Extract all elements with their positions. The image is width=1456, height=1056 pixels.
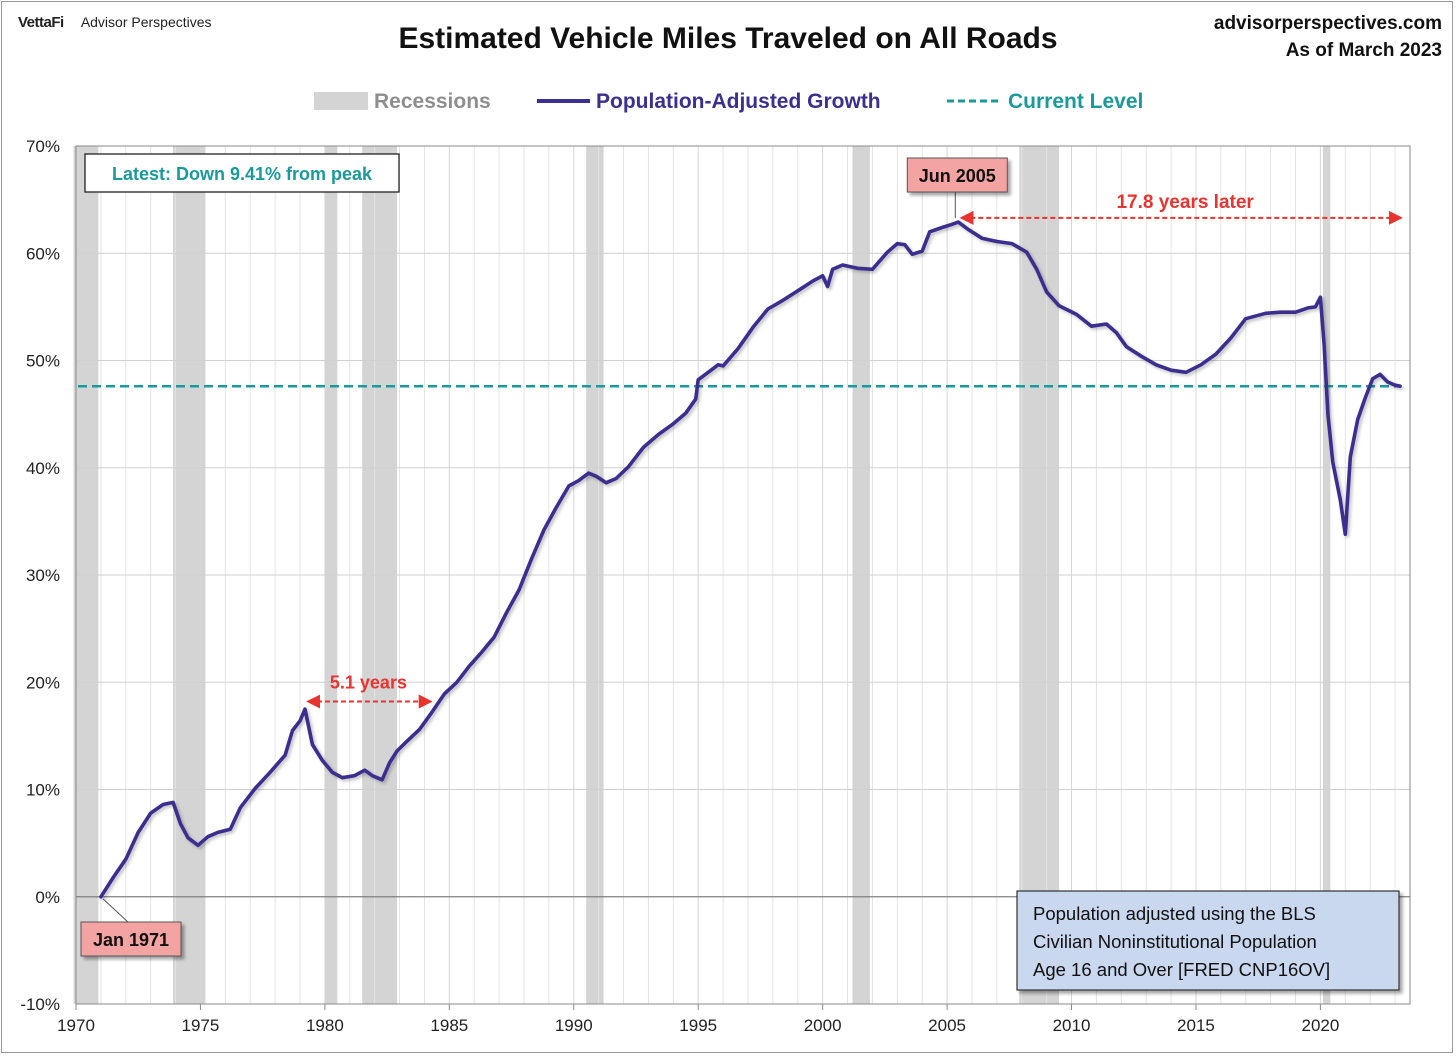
y-tick-label: 70%: [26, 137, 60, 156]
x-tick-label: 2010: [1053, 1016, 1091, 1035]
y-tick-label: 50%: [26, 352, 60, 371]
brand: VettaFi Advisor Perspectives: [18, 14, 212, 31]
x-tick-label: 1995: [679, 1016, 717, 1035]
x-tick-label: 1970: [57, 1016, 95, 1035]
y-tick-label: 60%: [26, 244, 60, 263]
peak-callout-box: [906, 157, 1008, 193]
latest-box-text: Latest: Down 9.41% from peak: [112, 164, 373, 184]
legend-series-label: Population-Adjusted Growth: [596, 90, 881, 113]
source-note: Population adjusted using the BLS Civili…: [1016, 890, 1400, 991]
source-note-box: [1016, 890, 1400, 991]
latest-box: Latest: Down 9.41% from peak: [84, 153, 400, 193]
source-note-line-1: Population adjusted using the BLS: [1033, 903, 1316, 924]
x-tick-label: 2000: [804, 1016, 842, 1035]
x-tick-label: 2015: [1177, 1016, 1215, 1035]
x-tick-label: 1980: [306, 1016, 344, 1035]
x-tick-label: 1975: [182, 1016, 220, 1035]
legend-recession-swatch: [314, 92, 368, 110]
site-url: advisorperspectives.com: [1213, 13, 1442, 34]
start-leader-line: [102, 898, 129, 923]
y-tick-label: 0%: [35, 888, 60, 907]
source-note-line-3: Age 16 and Over [FRED CNP16OV]: [1033, 959, 1330, 980]
source-note-line-2: Civilian Noninstitutional Population: [1033, 931, 1317, 952]
x-tick-label: 2020: [1301, 1016, 1339, 1035]
chart-title: Estimated Vehicle Miles Traveled on All …: [398, 22, 1058, 55]
start-callout: Jan 1971: [80, 921, 182, 957]
arrow-5-1-years-label: 5.1 years: [330, 673, 407, 693]
x-tick-label: 2005: [928, 1016, 966, 1035]
legend: Recessions Population-Adjusted Growth Cu…: [314, 90, 1143, 113]
peak-callout: Jun 2005: [906, 157, 1008, 193]
site-info: advisorperspectives.com As of March 2023: [1214, 10, 1442, 64]
arrow-17-8-years-label: 17.8 years later: [1116, 192, 1254, 213]
legend-recessions-label: Recessions: [374, 90, 491, 113]
x-tick-label: 1990: [555, 1016, 593, 1035]
series-line-population-adjusted: [99, 220, 1402, 899]
y-axis-ticks: -10% 0% 10% 20% 30% 40% 50% 60% 70%: [20, 137, 60, 1014]
y-tick-label: 30%: [26, 566, 60, 585]
plot-border: [75, 145, 1411, 1005]
horizontal-gridlines: [76, 145, 1410, 1005]
y-tick-label: 40%: [26, 459, 60, 478]
x-tick-label: 1985: [430, 1016, 468, 1035]
y-tick-label: -10%: [20, 995, 60, 1014]
as-of-date: As of March 2023: [1285, 40, 1442, 61]
start-callout-text: Jan 1971: [93, 930, 169, 950]
latest-box-frame: [84, 153, 400, 193]
peak-callout-text: Jun 2005: [919, 166, 996, 186]
x-axis-ticks: 1970 1975 1980 1985 1990 1995 2000 2005 2010 2015…: [57, 1004, 1339, 1035]
vettafi-logo: VettaFi: [18, 14, 64, 31]
legend-current-label: Current Level: [1008, 90, 1143, 113]
y-tick-label: 10%: [26, 781, 60, 800]
start-callout-box: [80, 921, 182, 957]
y-tick-label: 20%: [26, 673, 60, 692]
brand-name: Advisor Perspectives: [80, 14, 212, 30]
